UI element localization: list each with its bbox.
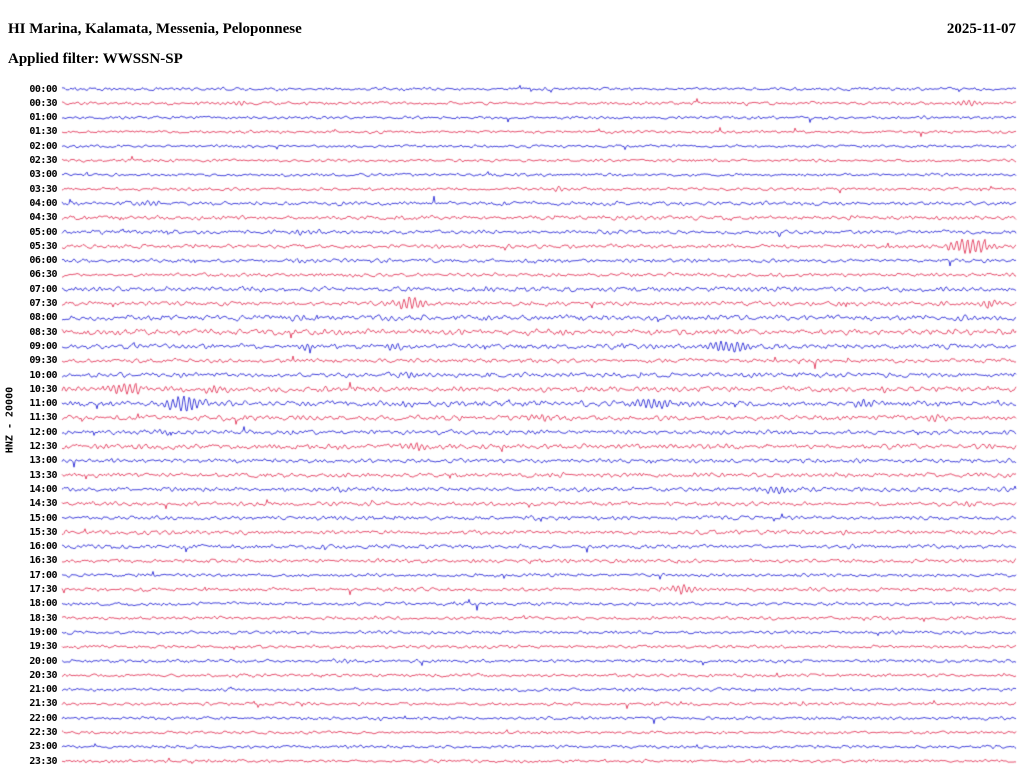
time-label: 07:00: [29, 283, 57, 295]
time-label: 18:00: [29, 598, 57, 610]
time-label: 05:30: [29, 240, 57, 252]
time-label: 00:00: [29, 83, 57, 95]
time-label: 09:00: [29, 340, 57, 352]
time-label: 13:00: [29, 455, 57, 467]
time-label: 16:30: [29, 555, 57, 567]
time-label: 01:00: [29, 112, 57, 124]
time-label: 15:00: [29, 512, 57, 524]
time-label: 07:30: [29, 298, 57, 309]
time-label: 19:00: [29, 626, 57, 638]
time-label: 00:30: [29, 97, 57, 109]
time-label: 16:00: [29, 541, 57, 553]
time-label: 04:00: [29, 197, 57, 209]
station-title: HI Marina, Kalamata, Messenia, Peloponne…: [8, 21, 302, 37]
time-label: 04:30: [29, 212, 57, 224]
time-label: 05:00: [29, 226, 57, 238]
time-label: 01:30: [29, 126, 57, 138]
time-label: 21:30: [29, 698, 57, 710]
time-label: 02:30: [29, 155, 57, 166]
time-label: 02:00: [29, 140, 57, 152]
time-label: 14:00: [29, 483, 57, 495]
time-label: 11:00: [29, 398, 57, 410]
time-label: 19:30: [29, 641, 57, 653]
time-label: 09:30: [29, 355, 57, 367]
time-label: 10:00: [29, 369, 57, 381]
time-label: 18:30: [29, 612, 57, 624]
time-label: 21:00: [29, 684, 57, 696]
time-label: 03:00: [29, 169, 57, 181]
time-label: 20:00: [29, 655, 57, 667]
time-label: 20:30: [29, 669, 57, 681]
time-label: 14:30: [29, 498, 57, 510]
time-label: 17:00: [29, 569, 57, 581]
time-label: 12:00: [29, 426, 57, 438]
time-label: 06:30: [29, 269, 57, 281]
time-label: 22:30: [29, 727, 57, 738]
time-label: 03:30: [29, 183, 57, 195]
time-label: 22:00: [29, 712, 57, 724]
time-label: 08:30: [29, 326, 57, 338]
date-label: 2025-11-07: [946, 21, 1016, 37]
time-label: 12:30: [29, 441, 57, 452]
time-label: 17:30: [29, 584, 57, 595]
time-label: 13:30: [29, 469, 57, 481]
time-label: 10:30: [29, 383, 57, 395]
time-label: 11:30: [29, 412, 57, 424]
time-label: 15:30: [29, 526, 57, 538]
applied-filter-label: Applied filter: WWSSN-SP: [8, 51, 183, 67]
time-label: 06:00: [29, 255, 57, 267]
time-label: 08:00: [29, 312, 57, 324]
time-label: 23:30: [29, 755, 57, 767]
time-label: 23:00: [29, 741, 57, 753]
